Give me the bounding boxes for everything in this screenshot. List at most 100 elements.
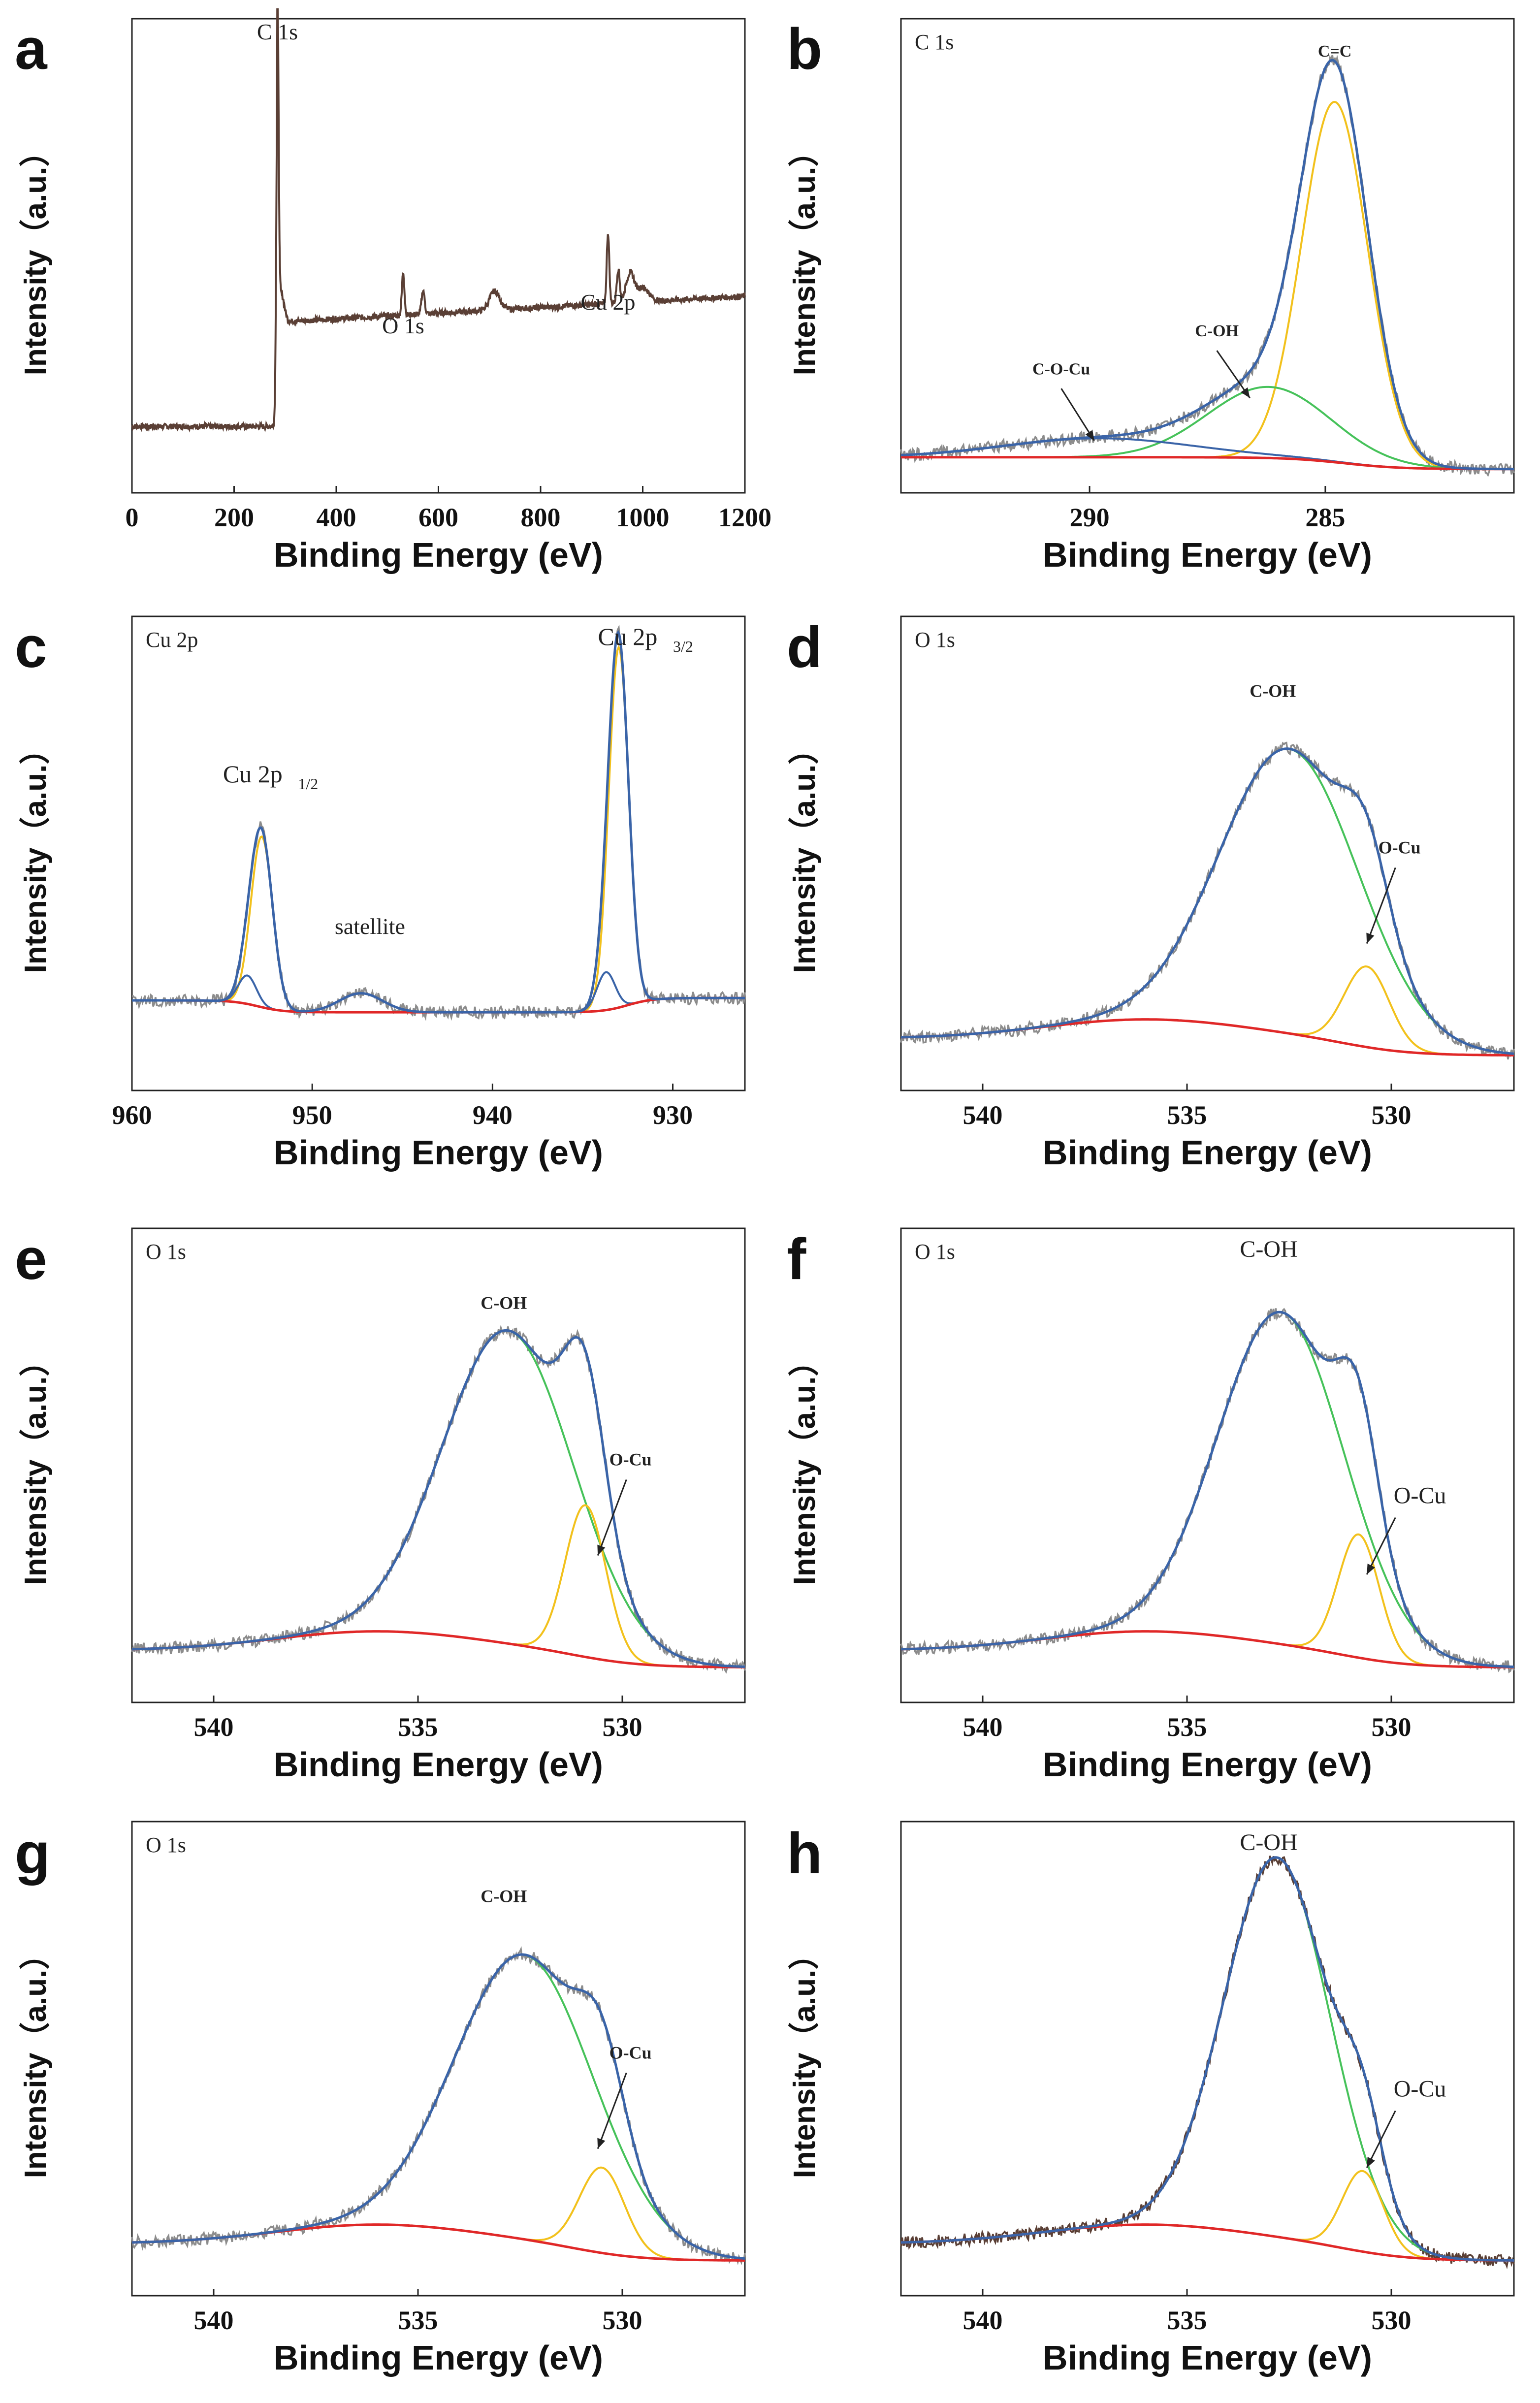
panel-c: c 960 950 940 930 Binding Energy (eV) Intensit…: [15, 615, 746, 1172]
baseline-line: [901, 456, 1514, 471]
x-tick-label: 1000: [616, 503, 670, 532]
component-o-cu: [900, 1533, 1514, 1668]
x-tick-label: 530: [1372, 1100, 1412, 1130]
x-axis-label: Binding Energy (eV): [1043, 536, 1372, 574]
annotation-arrow: [1060, 388, 1095, 441]
x-tick-label: 1200: [718, 503, 771, 532]
peak-label: C 1s: [257, 19, 298, 44]
plot-frame: [900, 615, 1515, 1091]
x-tick-label: 530: [1372, 2306, 1412, 2335]
annotation-arrow: [1366, 867, 1396, 944]
x-tick-label: 930: [653, 1100, 693, 1130]
peak-annotation: C-OH: [1240, 1829, 1297, 1856]
y-axis-label: Intensity（a.u.）: [18, 1346, 53, 1585]
peak-annotation: O-Cu: [1394, 2076, 1446, 2102]
raw-data-line: [900, 1856, 1515, 2270]
panel-title: O 1s: [915, 628, 955, 652]
component-o-cu: [900, 965, 1514, 1057]
envelope-line: [901, 747, 1514, 1055]
panel-letter: d: [787, 615, 822, 680]
panel-letter: h: [787, 1821, 822, 1886]
x-tick-label: 535: [1167, 1100, 1207, 1130]
component-cu-2p1-2: [132, 835, 745, 1014]
x-axis-label: Binding Energy (eV): [1043, 2339, 1372, 2377]
component-cu-2p1-2-shoulder: [132, 974, 745, 1014]
arrowhead: [597, 1544, 606, 1556]
x-axis-label: Binding Energy (eV): [1043, 1745, 1372, 1784]
x-tick-label: 960: [112, 1100, 152, 1130]
x-tick-label: 940: [473, 1100, 513, 1130]
peak-annotation-subscript: 1/2: [298, 775, 318, 793]
peak-annotation: C-OH: [481, 1887, 527, 1906]
x-axis-label: Binding Energy (eV): [1043, 1133, 1372, 1172]
x-tick-label: 200: [214, 503, 254, 532]
plot-frame: [900, 1821, 1515, 2297]
arrowhead: [1367, 1564, 1375, 1574]
panel-letter: e: [15, 1227, 47, 1292]
raw-data-line: [131, 1324, 746, 1674]
x-axis-label: Binding Energy (eV): [274, 1745, 603, 1784]
x-tick-label: 540: [963, 2306, 1003, 2335]
annotation-arrow: [597, 1479, 627, 1556]
peak-annotation: Cu 2p: [598, 623, 658, 650]
peak-annotation: C-OH: [1250, 681, 1296, 701]
envelope-line: [132, 630, 745, 1014]
x-tick-label: 400: [317, 503, 356, 532]
peak-annotation-subscript: 3/2: [673, 638, 693, 655]
peak-annotation: O-Cu: [1379, 838, 1421, 858]
x-tick-label: 800: [521, 503, 561, 532]
peak-annotation: satellite: [335, 914, 405, 939]
y-axis-label: Intensity（a.u.）: [18, 1939, 53, 2179]
x-tick-label: 540: [963, 1100, 1003, 1130]
arrowhead: [1366, 932, 1375, 944]
panel-letter: c: [15, 615, 47, 680]
peak-annotation: O-Cu: [610, 2043, 652, 2063]
x-axis-label: Binding Energy (eV): [274, 2339, 603, 2377]
raw-data-line: [900, 741, 1515, 1060]
x-tick-label: 540: [194, 1712, 234, 1742]
x-axis-label: Binding Energy (eV): [274, 536, 603, 574]
component-c-oh: [900, 748, 1514, 1055]
peak-annotation: C-OH: [1240, 1236, 1297, 1262]
panel-title: O 1s: [915, 1240, 955, 1264]
panel-b: b 290 285 Binding Energy (eV) Intensity（a.u.…: [787, 17, 1515, 574]
panel-letter: a: [15, 17, 48, 82]
arrowhead: [1241, 387, 1250, 398]
y-axis-label: Intensity（a.u.）: [18, 734, 53, 973]
x-tick-label: 600: [418, 503, 458, 532]
panel-a: a 0 200 400 600 800 1000 1200 Binding Energy (eV…: [15, 8, 771, 574]
panel-title: O 1s: [146, 1833, 186, 1857]
x-tick-label: 535: [398, 1712, 438, 1742]
x-tick-label: 530: [603, 1712, 642, 1742]
panel-title: O 1s: [146, 1240, 186, 1264]
peak-annotation: O-Cu: [1394, 1483, 1446, 1509]
panel-title: Cu 2p: [146, 628, 198, 652]
peak-annotation: C=C: [1318, 42, 1351, 61]
x-tick-label: 540: [194, 2306, 234, 2335]
x-tick-label: 535: [1167, 2306, 1207, 2335]
y-axis-label: Intensity（a.u.）: [787, 734, 822, 973]
y-axis-label: Intensity（a.u.）: [787, 136, 822, 376]
envelope-line: [901, 1856, 1514, 2262]
x-tick-label: 290: [1070, 503, 1110, 532]
peak-annotation: Cu 2p: [223, 760, 283, 788]
annotation-arrow: [597, 2072, 627, 2149]
component-c-oh: [131, 1329, 745, 1668]
raw-data-line: [131, 624, 746, 1021]
x-tick-label: 0: [126, 503, 139, 532]
peak-annotation: C-OH: [1195, 322, 1239, 340]
y-axis-label: Intensity（a.u.）: [787, 1346, 822, 1585]
x-tick-label: 535: [398, 2306, 438, 2335]
raw-data-line: [900, 55, 1515, 477]
arrowhead: [1085, 430, 1094, 441]
baseline-line: [900, 2223, 1514, 2262]
panel-letter: g: [15, 1821, 50, 1886]
x-axis-label: Binding Energy (eV): [274, 1133, 603, 1172]
envelope-line: [132, 1953, 745, 2260]
plot-frame: [900, 1227, 1515, 1703]
envelope-line: [900, 59, 1514, 471]
